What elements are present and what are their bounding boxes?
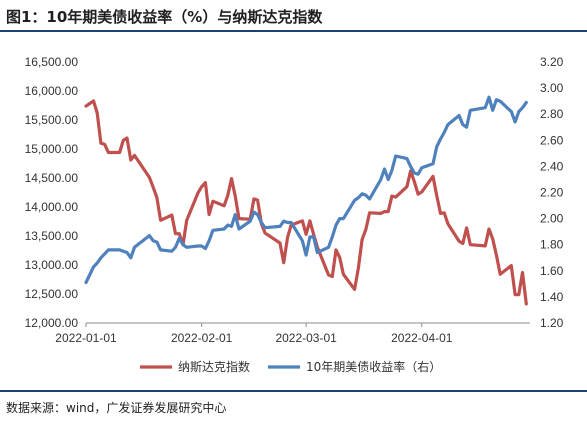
x-tick-label: 2022-04-01 [391, 331, 453, 345]
right-tick-label: 3.00 [540, 81, 564, 95]
left-tick-label: 13,000.00 [25, 258, 79, 272]
left-tick-label: 16,500.00 [25, 55, 79, 69]
left-tick-label: 15,000.00 [25, 142, 79, 156]
legend-label: 纳斯达克指数 [178, 359, 250, 374]
nasdaq-series-line [84, 99, 528, 306]
left-tick-label: 14,000.00 [25, 200, 79, 214]
bottom-rule [0, 390, 587, 392]
right-tick-label: 1.40 [540, 290, 564, 304]
left-tick-label: 12,500.00 [25, 287, 79, 301]
legend: 纳斯达克指数 10年期美债收益率（右） [140, 359, 441, 374]
right-tick-label: 2.40 [540, 159, 564, 173]
right-tick-label: 1.80 [540, 238, 564, 252]
left-tick-label: 15,500.00 [25, 113, 79, 127]
left-tick-label: 16,000.00 [25, 84, 79, 98]
right-tick-label: 1.60 [540, 264, 564, 278]
x-tick-label: 2022-02-01 [171, 331, 233, 345]
right-axis-ticks: 1.20 1.40 1.60 1.80 2.00 2.20 2.40 2.60 2.80 3.00… [540, 55, 564, 330]
x-tick-label: 2022-03-01 [275, 331, 337, 345]
x-tick-label: 2022-01-01 [55, 331, 117, 345]
right-tick-label: 3.20 [540, 55, 564, 69]
x-axis-ticks: 2022-01-01 2022-02-01 2022-03-01 2022-04-01 [55, 323, 453, 345]
series-lines [84, 95, 528, 306]
right-tick-label: 2.60 [540, 133, 564, 147]
legend-label: 10年期美债收益率（右） [306, 359, 441, 374]
left-tick-label: 14,500.00 [25, 171, 79, 185]
right-tick-label: 1.20 [540, 316, 564, 330]
left-axis-ticks: 12,000.00 12,500.00 13,000.00 13,500.00 14,0… [25, 55, 79, 330]
figure-title: 图1：10年期美债收益率（%）与纳斯达克指数 [6, 8, 323, 26]
right-tick-label: 2.00 [540, 212, 564, 226]
top-rule [0, 30, 587, 32]
left-tick-label: 12,000.00 [25, 316, 79, 330]
treasury-yield-series-line [84, 95, 528, 285]
right-tick-label: 2.80 [540, 107, 564, 121]
source-note: 数据来源：wind，广发证券发展研究中心 [6, 401, 227, 415]
left-tick-label: 13,500.00 [25, 229, 79, 243]
right-tick-label: 2.20 [540, 186, 564, 200]
